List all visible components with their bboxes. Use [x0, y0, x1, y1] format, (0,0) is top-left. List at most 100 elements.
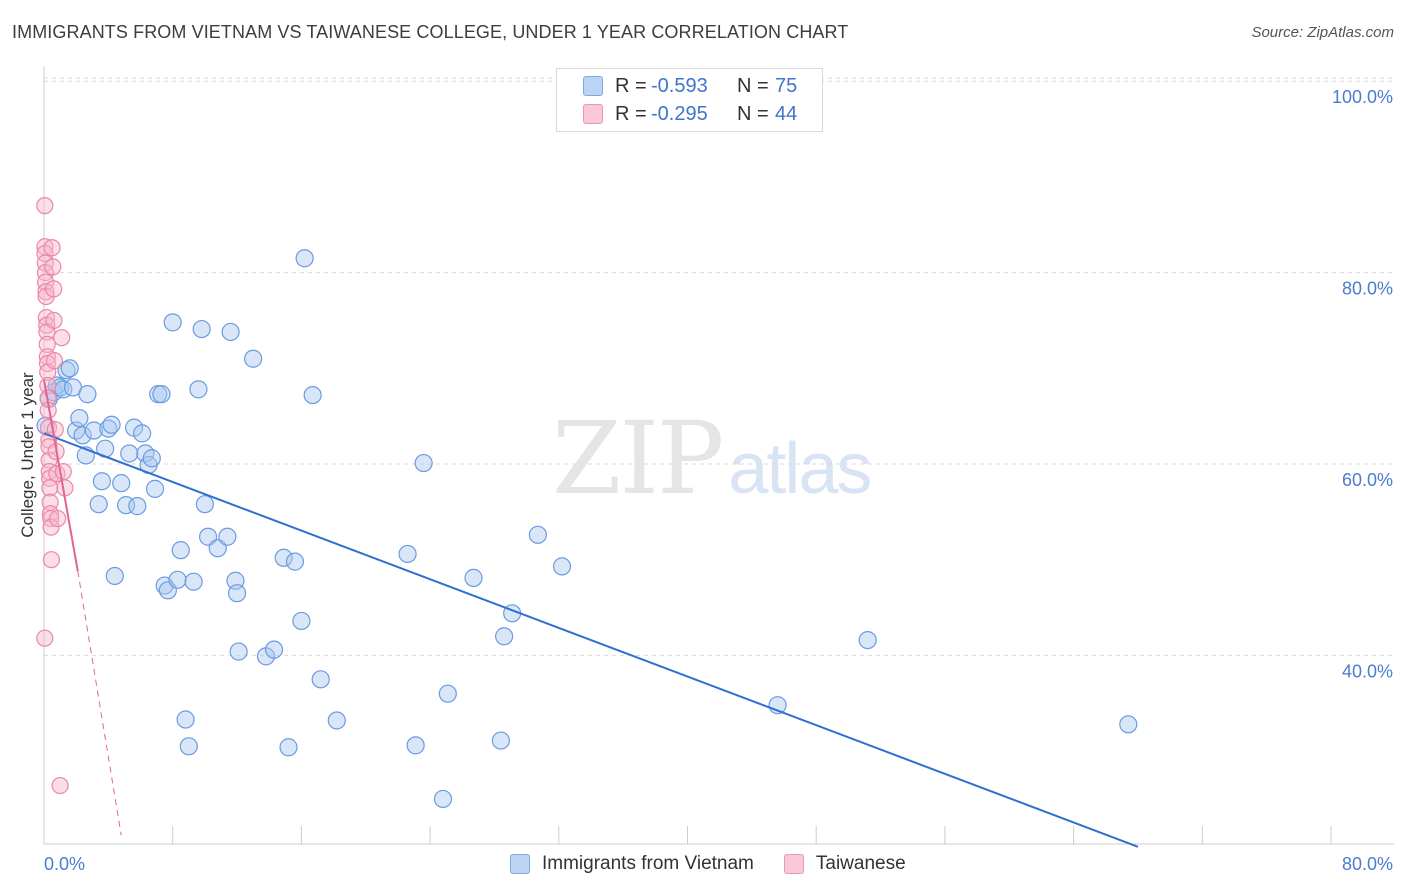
data-point-vietnam: [285, 552, 305, 571]
trendline-vietnam: [43, 432, 1139, 848]
data-point-vietnam: [218, 527, 237, 546]
legend-swatch-blue: [510, 854, 530, 874]
series-taiwanese-points: [36, 197, 74, 795]
data-point-vietnam: [195, 495, 214, 514]
tick-labels: 100.0% 80.0% 60.0% 40.0% 0.0% 80.0%: [44, 87, 1393, 874]
x-tick-label: 0.0%: [44, 854, 85, 874]
data-point-vietnam: [303, 385, 322, 405]
data-point-vietnam: [244, 349, 263, 368]
data-point-vietnam: [464, 568, 483, 587]
data-point-taiwanese: [49, 509, 67, 528]
r-value: -0.295: [651, 102, 708, 125]
data-point-vietnam: [171, 541, 190, 560]
data-point-taiwanese: [53, 329, 71, 347]
legend-row-vietnam: R = -0.593 N = 75: [583, 74, 797, 98]
y-tick-label: 60.0%: [1342, 470, 1393, 490]
legend-row-taiwanese: R = -0.295 N = 44: [583, 102, 797, 126]
n-label: N =: [737, 74, 769, 97]
watermark-zip: ZIP: [552, 400, 724, 517]
n-value: 44: [775, 102, 798, 125]
y-tick-label: 80.0%: [1342, 279, 1393, 299]
x-tick-label: 80.0%: [1342, 854, 1393, 874]
legend-swatch-pink: [783, 854, 804, 874]
data-point-vietnam: [279, 738, 298, 757]
data-point-vietnam: [84, 421, 103, 440]
trendline-taiwanese: [43, 379, 79, 572]
axes: [43, 66, 1394, 845]
data-point-vietnam: [112, 474, 131, 493]
data-point-taiwanese: [36, 197, 54, 215]
data-point-vietnam: [145, 479, 165, 498]
data-point-vietnam: [311, 670, 330, 689]
data-point-vietnam: [168, 570, 187, 589]
legend-swatch-blue: [583, 76, 603, 96]
r-label: R =: [615, 102, 647, 125]
data-point-vietnam: [128, 497, 147, 516]
data-point-vietnam: [227, 584, 247, 603]
data-point-vietnam: [438, 684, 457, 703]
data-point-vietnam: [133, 424, 152, 443]
data-point-vietnam: [176, 710, 195, 729]
data-point-vietnam: [491, 731, 510, 750]
data-point-taiwanese: [45, 352, 64, 370]
data-point-vietnam: [406, 736, 425, 755]
data-point-taiwanese: [51, 776, 69, 795]
legend-label-taiwanese: Taiwanese: [815, 853, 906, 874]
trendline-taiwanese: [77, 571, 122, 836]
data-point-vietnam: [189, 380, 208, 399]
data-point-vietnam: [89, 495, 108, 514]
data-point-vietnam: [192, 319, 211, 339]
data-point-taiwanese: [43, 239, 61, 257]
data-point-taiwanese: [45, 311, 63, 330]
data-point-vietnam: [142, 449, 161, 468]
data-point-vietnam: [292, 611, 311, 631]
correlation-legend: R = -0.593 N = 75 R = -0.295 N = 44: [556, 68, 823, 132]
legend-label-vietnam: Immigrants from Vietnam: [542, 853, 754, 874]
data-point-vietnam: [70, 408, 89, 428]
y-axis-label: College, Under 1 year: [18, 372, 37, 538]
data-point-vietnam: [92, 472, 112, 491]
data-point-vietnam: [414, 453, 433, 473]
data-point-vietnam: [105, 566, 124, 586]
data-point-taiwanese: [45, 280, 63, 298]
data-point-vietnam: [179, 737, 198, 756]
grid-lines: [44, 77, 1394, 656]
data-point-taiwanese: [42, 509, 60, 528]
data-point-vietnam: [398, 544, 417, 564]
legend-item-taiwanese[interactable]: Taiwanese: [783, 853, 906, 875]
r-value: -0.593: [651, 74, 708, 97]
n-label: N =: [737, 102, 769, 125]
data-point-vietnam: [327, 711, 346, 730]
data-point-vietnam: [495, 627, 514, 646]
watermark-atlas: atlas: [728, 429, 872, 509]
data-point-vietnam: [295, 249, 314, 268]
data-point-vietnam: [221, 322, 240, 342]
data-point-vietnam: [163, 313, 182, 332]
legend-item-vietnam[interactable]: Immigrants from Vietnam: [510, 853, 754, 875]
watermark: ZIPatlas: [552, 400, 872, 517]
data-point-vietnam: [1119, 715, 1138, 734]
r-label: R =: [615, 74, 647, 97]
data-point-vietnam: [229, 642, 248, 661]
data-point-vietnam: [274, 548, 293, 567]
data-point-vietnam: [120, 444, 139, 463]
data-point-taiwanese: [44, 258, 62, 276]
data-point-taiwanese: [36, 629, 54, 647]
series-vietnam-points: [36, 249, 1138, 809]
data-point-vietnam: [152, 385, 171, 404]
data-point-taiwanese: [42, 551, 61, 569]
data-point-vietnam: [433, 789, 453, 809]
n-value: 75: [775, 74, 798, 97]
data-point-vietnam: [552, 557, 572, 576]
source-label: Source: ZipAtlas.com: [1251, 24, 1394, 41]
data-point-taiwanese: [38, 335, 56, 353]
data-point-taiwanese: [54, 463, 72, 481]
data-point-vietnam: [78, 385, 97, 404]
trend-lines: [43, 379, 1139, 848]
data-point-vietnam: [858, 630, 877, 650]
data-point-vietnam: [528, 525, 547, 544]
data-point-vietnam: [57, 361, 76, 380]
y-tick-label: 100.0%: [1332, 87, 1393, 107]
chart-title: IMMIGRANTS FROM VIETNAM VS TAIWANESE COL…: [12, 22, 849, 42]
